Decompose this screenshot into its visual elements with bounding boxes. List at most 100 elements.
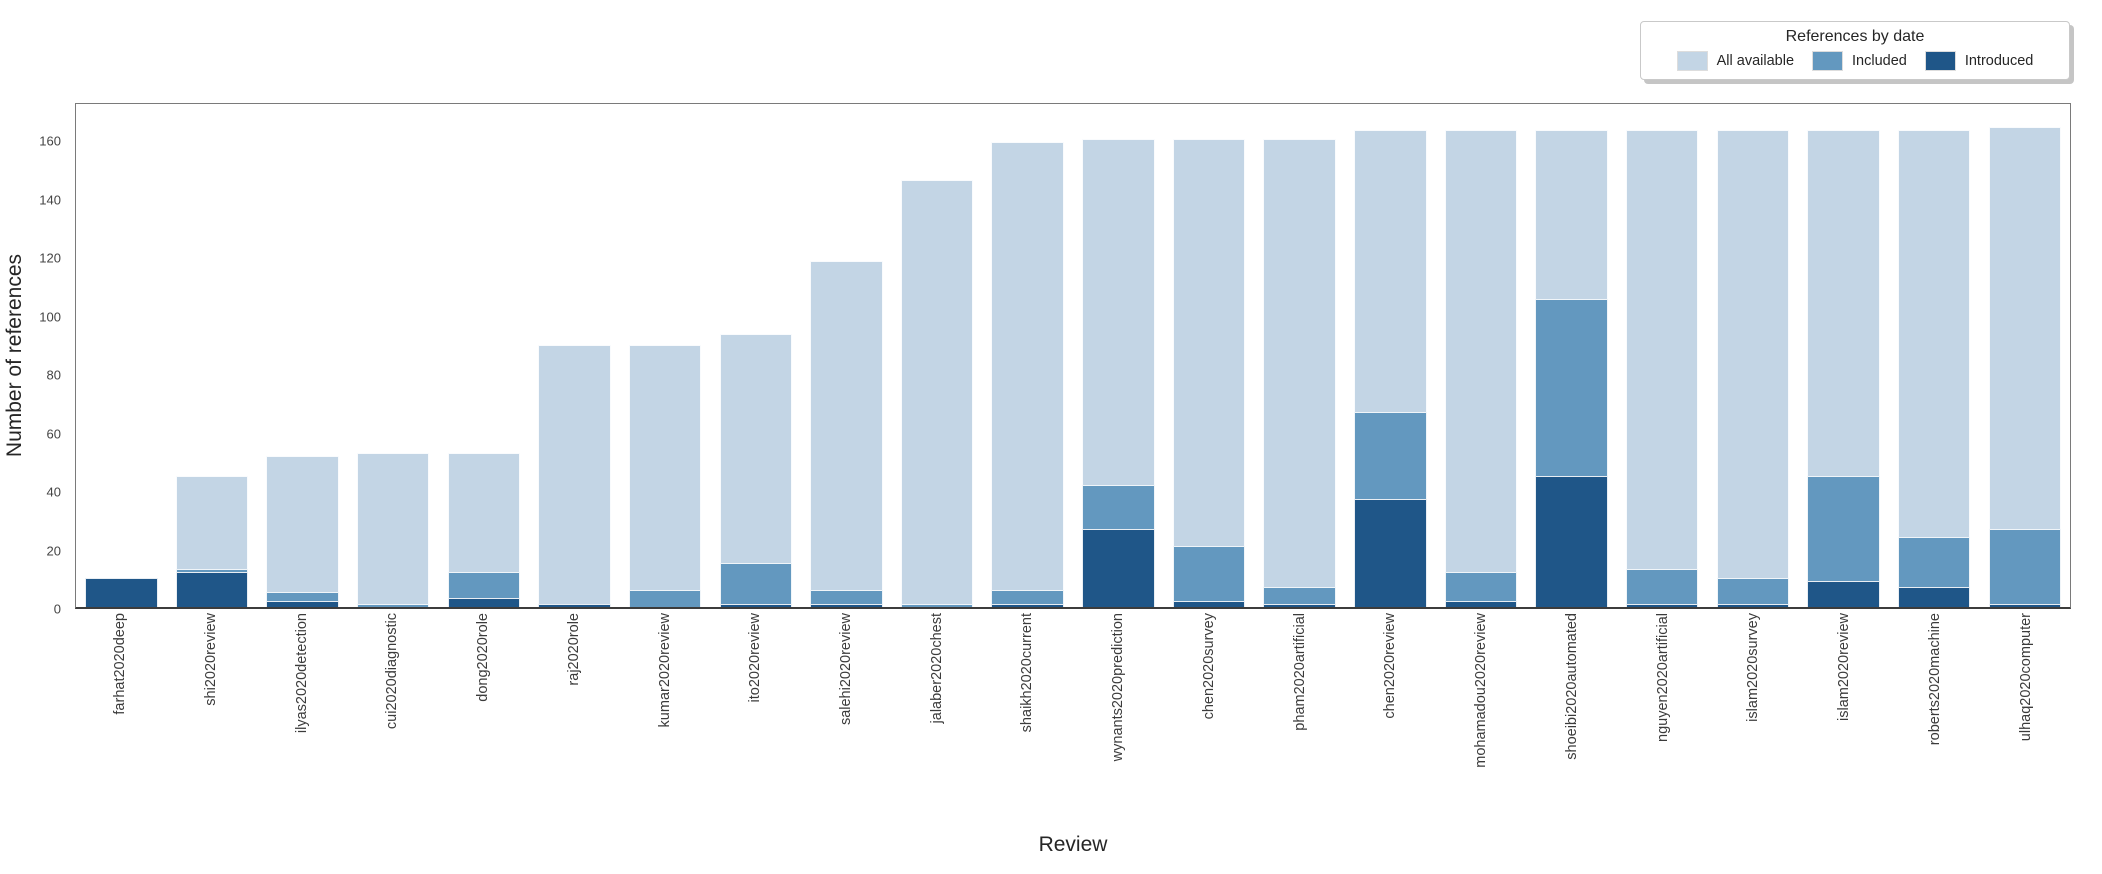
bar-segment-included (810, 589, 883, 607)
x-tick-label: pham2020artificial (1291, 613, 1308, 731)
x-tick-slot: raj2020role (529, 613, 620, 686)
bar-segment-all-available (628, 345, 702, 607)
bar-segment-introduced (1263, 604, 1336, 607)
y-axis-ticks: 0 20 40 60 80 100 120 140 160 (0, 103, 68, 617)
bar-nguyen2020artificial (1625, 104, 1699, 607)
x-tick-slot: pham2020artificial (1255, 613, 1346, 731)
bar-ulhaq2020computer (1988, 104, 2062, 607)
bar-segment-included (719, 563, 793, 607)
legend-items: All available Included Introduced (1655, 51, 2055, 71)
x-tick-slot: chen2020survey (1164, 613, 1255, 719)
x-tick-label: kumar2020review (656, 613, 673, 728)
bar-segment-all-available (1172, 138, 1246, 607)
bar-slot (257, 104, 348, 607)
y-tick-label: 20 (46, 543, 61, 559)
bar-segment-introduced (719, 604, 793, 607)
legend: References by date All available Include… (1640, 21, 2070, 80)
bar-segment-introduced (1444, 601, 1518, 607)
x-tick-label: ito2020review (747, 613, 764, 703)
bar-segment-included (628, 589, 702, 607)
x-tick-label: jalaber2020chest (928, 613, 945, 724)
bars (76, 104, 2070, 607)
x-tick-slot: cui2020diagnostic (347, 613, 438, 729)
x-tick-slot: wynants2020prediction (1073, 613, 1164, 761)
x-tick-label: shi2020review (202, 613, 219, 706)
legend-item-introduced: Introduced (1924, 51, 2034, 71)
bar-salehi2020review (810, 104, 883, 607)
legend-swatch-all-available-icon (1676, 51, 1708, 71)
x-tick-slot: roberts2020machine (1890, 613, 1981, 745)
bar-slot (1617, 104, 1708, 607)
x-tick-slot: dong2020role (438, 613, 529, 702)
legend-title: References by date (1785, 28, 1925, 45)
bar-dong2020role (447, 104, 521, 607)
legend-swatch-included-icon (1812, 51, 1844, 71)
bar-segment-included (1988, 528, 2062, 607)
y-tick-label: 120 (39, 250, 61, 266)
x-tick-slot: ilyas2020detection (256, 613, 347, 733)
bar-slot (620, 104, 711, 607)
x-axis-tick-labels: farhat2020deep shi2020review ilyas2020dete… (75, 613, 2071, 768)
bar-wynants2020prediction (1082, 104, 1155, 607)
bar-segment-introduced (991, 604, 1064, 607)
y-tick-label: 140 (39, 192, 61, 208)
x-tick-slot: kumar2020review (619, 613, 710, 727)
bar-segment-included (1716, 577, 1790, 607)
bar-jalaber2020chest (900, 104, 974, 607)
x-tick-slot: jalaber2020chest (892, 613, 983, 723)
bar-ito2020review (719, 104, 793, 607)
bar-segment-all-available (1263, 138, 1336, 607)
y-tick-label: 100 (39, 309, 61, 325)
bar-segment-all-available (810, 261, 883, 607)
bar-slot (982, 104, 1073, 607)
bar-slot (167, 104, 258, 607)
bar-segment-included (1625, 569, 1699, 607)
legend-label: All available (1716, 53, 1795, 69)
x-tick-label: nguyen2020artificial (1654, 613, 1671, 742)
bar-slot (1436, 104, 1527, 607)
bar-islam2020survey (1716, 104, 1790, 607)
y-tick-label: 80 (46, 367, 61, 383)
bar-segment-all-available (719, 333, 793, 607)
bar-segment-all-available (991, 141, 1064, 607)
bar-slot (348, 104, 439, 607)
x-tick-slot: nguyen2020artificial (1617, 613, 1708, 742)
bar-slot (76, 104, 167, 607)
bar-segment-introduced (538, 604, 611, 607)
bar-chen2020survey (1172, 104, 1246, 607)
bar-kumar2020review (628, 104, 702, 607)
bar-segment-included (991, 589, 1064, 607)
bar-segment-introduced (1807, 580, 1880, 607)
plot-area (75, 103, 2071, 609)
bar-segment-introduced (1354, 499, 1427, 607)
bar-segment-introduced (1625, 604, 1699, 607)
bar-segment-all-available (266, 455, 339, 607)
bar-mohamadou2020review (1444, 104, 1518, 607)
y-tick-label: 160 (39, 133, 61, 149)
x-tick-slot: ito2020review (710, 613, 801, 702)
x-tick-label: farhat2020deep (112, 613, 129, 715)
bar-slot (1979, 104, 2070, 607)
x-tick-slot: shaikh2020current (982, 613, 1073, 732)
x-tick-slot: shi2020review (166, 613, 257, 706)
bar-segment-all-available (356, 452, 430, 607)
bar-slot (1798, 104, 1889, 607)
x-tick-slot: farhat2020deep (75, 613, 166, 715)
x-tick-label: raj2020role (565, 613, 582, 686)
x-tick-label: chen2020survey (1200, 613, 1217, 720)
y-tick-label: 40 (46, 484, 61, 500)
x-tick-label: islam2020survey (1745, 613, 1762, 722)
bar-slot (1889, 104, 1980, 607)
x-tick-slot: shoeibi2020automated (1527, 613, 1618, 760)
bar-slot (892, 104, 983, 607)
bar-segment-introduced (1716, 604, 1790, 607)
legend-label: Introduced (1964, 53, 2034, 69)
bar-segment-introduced (810, 604, 883, 607)
x-tick-label: dong2020role (475, 613, 492, 702)
bar-segment-all-available (538, 345, 611, 607)
bar-chen2020review (1354, 104, 1427, 607)
bar-segment-introduced (1082, 528, 1155, 607)
x-tick-label: mohamadou2020review (1473, 613, 1490, 768)
bar-segment-introduced (85, 577, 158, 607)
